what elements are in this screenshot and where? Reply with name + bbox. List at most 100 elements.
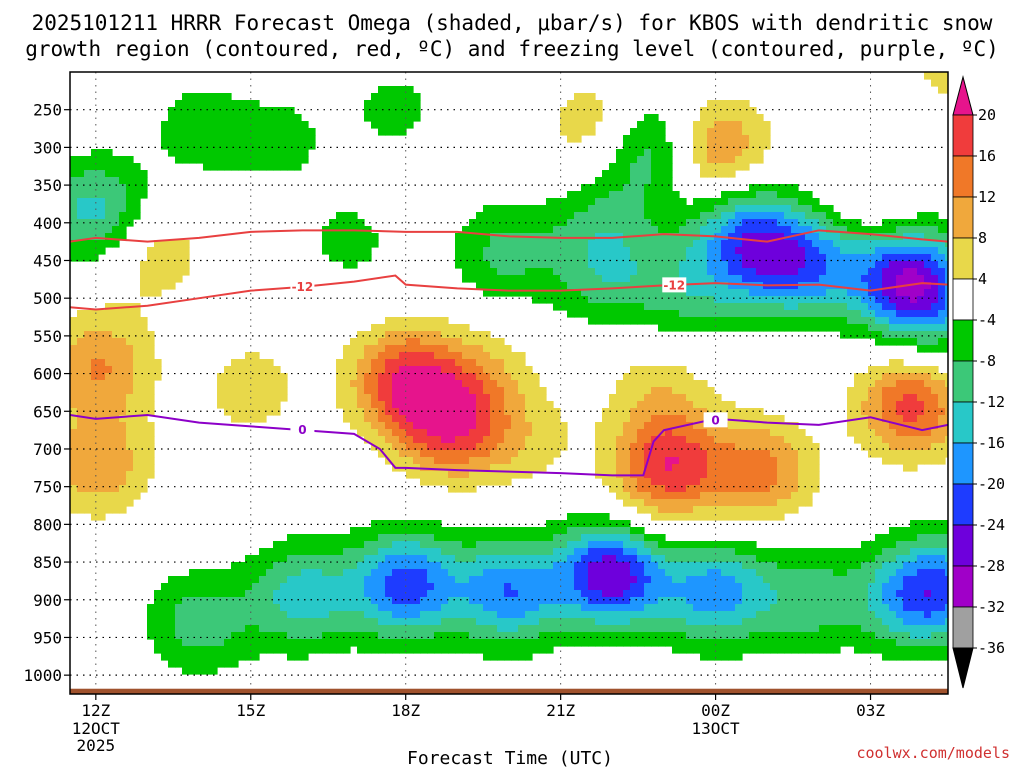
omega-cell	[70, 415, 78, 423]
omega-cell	[896, 555, 904, 563]
omega-cell	[707, 268, 715, 276]
omega-cell	[84, 198, 92, 206]
omega-cell	[693, 317, 701, 325]
omega-cell	[343, 373, 351, 381]
omega-cell	[70, 457, 78, 465]
omega-cell	[483, 233, 491, 241]
omega-cell	[756, 205, 764, 213]
omega-cell	[728, 450, 736, 458]
omega-cell	[651, 317, 659, 325]
omega-cell	[882, 576, 890, 584]
omega-cell	[700, 128, 708, 136]
omega-cell	[651, 212, 659, 220]
omega-cell	[889, 275, 897, 283]
omega-cell	[588, 100, 596, 108]
omega-cell	[70, 436, 78, 444]
omega-cell	[224, 401, 232, 409]
omega-cell	[294, 128, 302, 136]
omega-cell	[350, 590, 358, 598]
omega-cell	[210, 149, 218, 157]
omega-cell	[707, 149, 715, 157]
omega-cell	[742, 142, 750, 150]
omega-cell	[84, 247, 92, 255]
omega-cell	[651, 142, 659, 150]
omega-cell	[259, 408, 267, 416]
omega-cell	[609, 205, 617, 213]
omega-cell	[623, 548, 631, 556]
omega-cell	[882, 331, 890, 339]
omega-cell	[231, 380, 239, 388]
omega-cell	[231, 163, 239, 171]
omega-cell	[763, 471, 771, 479]
omega-cell	[119, 366, 127, 374]
omega-cell	[392, 380, 400, 388]
omega-cell	[630, 219, 638, 227]
omega-cell	[658, 205, 666, 213]
omega-cell	[112, 450, 120, 458]
omega-cell	[742, 247, 750, 255]
omega-cell	[448, 527, 456, 535]
omega-cell	[931, 576, 939, 584]
omega-cell	[490, 226, 498, 234]
omega-cell	[140, 415, 148, 423]
omega-cell	[917, 541, 925, 549]
omega-cell	[511, 576, 519, 584]
omega-cell	[266, 576, 274, 584]
omega-cell	[112, 317, 120, 325]
omega-cell	[469, 387, 477, 395]
omega-cell	[434, 443, 442, 451]
omega-cell	[140, 317, 148, 325]
omega-cell	[784, 492, 792, 500]
omega-cell	[735, 492, 743, 500]
omega-cell	[546, 534, 554, 542]
omega-cell	[84, 380, 92, 388]
omega-cell	[679, 457, 687, 465]
omega-cell	[665, 289, 673, 297]
omega-cell	[518, 268, 526, 276]
omega-cell	[504, 450, 512, 458]
omega-cell	[483, 555, 491, 563]
omega-cell	[602, 261, 610, 269]
omega-cell	[889, 429, 897, 437]
omega-cell	[819, 247, 827, 255]
omega-cell	[448, 464, 456, 472]
omega-cell	[917, 436, 925, 444]
omega-cell	[693, 436, 701, 444]
omega-cell	[434, 387, 442, 395]
omega-cell	[882, 275, 890, 283]
omega-cell	[931, 303, 939, 311]
omega-cell	[644, 604, 652, 612]
omega-cell	[868, 576, 876, 584]
omega-cell	[539, 457, 547, 465]
omega-cell	[679, 583, 687, 591]
omega-cell	[287, 597, 295, 605]
omega-cell	[861, 226, 869, 234]
omega-cell	[224, 128, 232, 136]
omega-cell	[252, 576, 260, 584]
omega-cell	[553, 450, 561, 458]
omega-cell	[392, 541, 400, 549]
omega-cell	[553, 205, 561, 213]
omega-cell	[133, 324, 141, 332]
omega-cell	[903, 541, 911, 549]
omega-cell	[168, 254, 176, 262]
omega-cell	[98, 149, 106, 157]
omega-cell	[847, 583, 855, 591]
omega-cell	[413, 429, 421, 437]
omega-cell	[868, 275, 876, 283]
omega-cell	[399, 583, 407, 591]
omega-cell	[539, 611, 547, 619]
omega-cell	[490, 289, 498, 297]
omega-cell	[119, 191, 127, 199]
omega-cell	[357, 233, 365, 241]
omega-cell	[574, 114, 582, 122]
omega-cell	[238, 135, 246, 143]
omega-cell	[126, 170, 134, 178]
omega-cell	[357, 338, 365, 346]
omega-cell	[259, 394, 267, 402]
omega-cell	[231, 121, 239, 129]
omega-cell	[343, 590, 351, 598]
omega-cell	[693, 282, 701, 290]
omega-cell	[406, 429, 414, 437]
omega-cell	[854, 268, 862, 276]
